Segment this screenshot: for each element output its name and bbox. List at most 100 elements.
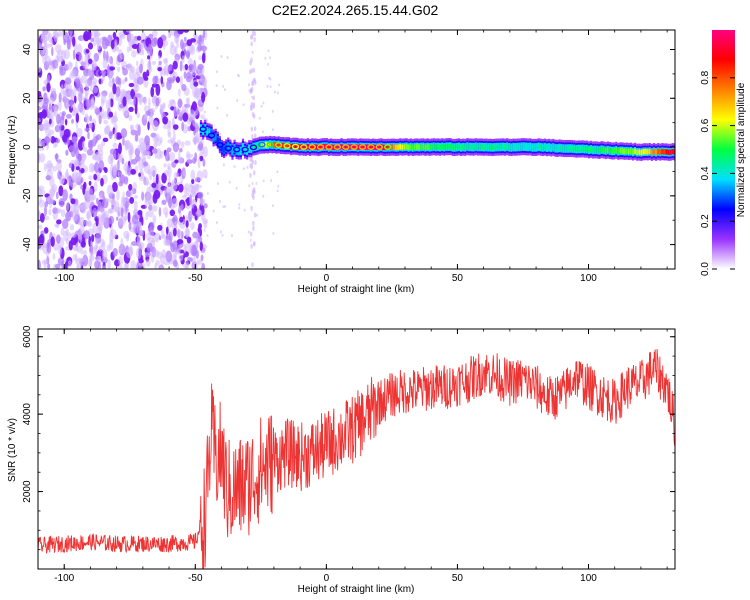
noise-blob bbox=[144, 251, 151, 257]
noise-blob bbox=[252, 187, 256, 193]
noise-blob bbox=[56, 219, 62, 225]
noise-blob bbox=[101, 265, 107, 269]
snr-ytick-label: 2000 bbox=[22, 480, 33, 503]
noise-blob bbox=[144, 96, 147, 106]
noise-blob bbox=[137, 144, 144, 152]
noise-blob bbox=[193, 136, 197, 145]
noise-blob bbox=[38, 118, 41, 124]
ridge-cell bbox=[585, 146, 588, 152]
noise-blob bbox=[45, 175, 52, 181]
ridge-cell bbox=[386, 144, 389, 150]
ridge-cell bbox=[288, 142, 291, 149]
noise-blob bbox=[128, 106, 134, 112]
noise-blob bbox=[126, 248, 133, 259]
noise-blob bbox=[38, 106, 42, 111]
noise-blob bbox=[173, 171, 178, 182]
noise-blob bbox=[82, 249, 88, 256]
ridge-cell bbox=[489, 144, 492, 150]
noise-blob bbox=[70, 232, 77, 238]
spectrogram-ytick-label: 20 bbox=[22, 92, 33, 104]
noise-blob bbox=[44, 42, 47, 55]
snr-y-axis-label: SNR (10 * v/v) bbox=[7, 418, 18, 482]
ridge-cell bbox=[397, 144, 400, 150]
noise-blob bbox=[154, 263, 158, 269]
ridge-marker bbox=[342, 144, 350, 150]
noise-blob bbox=[123, 262, 128, 269]
noise-blob bbox=[99, 205, 104, 214]
noise-blob bbox=[172, 60, 178, 70]
noise-blob bbox=[215, 84, 218, 88]
ridge-cell bbox=[302, 144, 305, 150]
noise-blob bbox=[98, 114, 102, 125]
noise-blob bbox=[83, 200, 90, 210]
ridge-cell bbox=[298, 144, 301, 150]
noise-blob bbox=[88, 180, 92, 186]
snr-xtick-label: 0 bbox=[324, 573, 330, 584]
snr-series bbox=[38, 348, 675, 569]
noise-blob bbox=[157, 55, 161, 61]
noise-blob bbox=[178, 183, 184, 193]
noise-blob bbox=[250, 243, 253, 249]
ridge-cell bbox=[642, 149, 645, 155]
ridge-cell bbox=[589, 146, 593, 153]
noise-blob bbox=[101, 140, 106, 147]
noise-blob bbox=[122, 67, 129, 76]
noise-blob bbox=[121, 157, 125, 165]
ridge-cell bbox=[569, 145, 572, 152]
ridge-cell bbox=[426, 144, 429, 150]
ridge-cell bbox=[382, 144, 385, 151]
noise-blob bbox=[107, 259, 111, 269]
noise-blob bbox=[147, 209, 154, 218]
ridge-marker bbox=[241, 146, 249, 153]
noise-blob bbox=[104, 110, 108, 116]
spectrogram-y-axis-label: Frequency (Hz) bbox=[7, 116, 18, 185]
noise-blob bbox=[178, 115, 184, 121]
ridge-cell bbox=[401, 144, 404, 150]
snr-x-axis-label: Height of straight line (km) bbox=[298, 584, 415, 595]
noise-blob bbox=[255, 182, 258, 186]
noise-blob bbox=[168, 63, 173, 72]
noise-blob bbox=[193, 183, 199, 191]
noise-blob bbox=[65, 211, 72, 222]
ridge-cell bbox=[631, 149, 635, 155]
noise-blob bbox=[133, 95, 136, 106]
ridge-cell bbox=[418, 144, 421, 150]
noise-blob bbox=[50, 186, 56, 198]
noise-blob bbox=[200, 254, 204, 262]
noise-blob bbox=[250, 157, 253, 163]
ridge-cell bbox=[275, 142, 278, 148]
noise-blob bbox=[168, 99, 176, 105]
noise-blob bbox=[260, 104, 263, 108]
noise-blob bbox=[123, 164, 129, 172]
ridge-cell bbox=[394, 144, 398, 151]
spectrogram-frame bbox=[37, 29, 676, 270]
snr-ticks: -100 -50 0 50 100 2000 4000 6000 bbox=[22, 325, 675, 584]
noise-blob bbox=[183, 71, 187, 79]
noise-blob bbox=[110, 39, 115, 50]
noise-blob bbox=[102, 137, 109, 143]
ridge-cell bbox=[290, 143, 293, 150]
noise-blob bbox=[200, 45, 208, 52]
noise-blob bbox=[128, 69, 135, 81]
noise-blob bbox=[267, 49, 270, 53]
noise-blob bbox=[91, 30, 98, 39]
noise-blob bbox=[75, 112, 80, 123]
noise-blob bbox=[155, 173, 159, 185]
noise-blob bbox=[130, 124, 135, 131]
noise-blob bbox=[153, 189, 161, 200]
noise-blob bbox=[271, 109, 274, 113]
noise-blob bbox=[276, 189, 279, 193]
noise-blob bbox=[131, 214, 139, 225]
noise-blob bbox=[186, 153, 194, 159]
ridge-cell bbox=[441, 144, 444, 150]
noise-blob bbox=[81, 140, 86, 150]
ridge-cell bbox=[476, 144, 479, 150]
ridge-cell bbox=[357, 144, 360, 151]
ridge-cell bbox=[399, 144, 402, 150]
noise-blob bbox=[146, 151, 152, 160]
ridge-cell bbox=[432, 144, 435, 150]
ridge-cell bbox=[329, 144, 333, 150]
noise-blob bbox=[223, 88, 226, 92]
ridge-cell bbox=[212, 135, 215, 141]
noise-blob bbox=[130, 129, 137, 136]
